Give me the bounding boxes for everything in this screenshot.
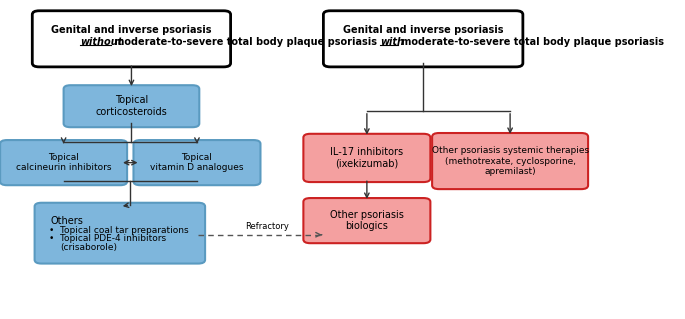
FancyBboxPatch shape [32, 11, 231, 67]
Text: Topical
vitamin D analogues: Topical vitamin D analogues [150, 153, 244, 172]
Text: Refractory: Refractory [245, 222, 289, 231]
FancyBboxPatch shape [0, 140, 127, 185]
Text: with: with [380, 37, 404, 47]
Text: moderate-to-severe total body plaque psoriasis: moderate-to-severe total body plaque pso… [398, 37, 664, 47]
Text: Others: Others [50, 216, 83, 226]
Text: Genital and inverse psoriasis: Genital and inverse psoriasis [51, 26, 212, 35]
FancyBboxPatch shape [35, 203, 205, 263]
Text: Topical
corticosteroids: Topical corticosteroids [96, 95, 167, 117]
FancyBboxPatch shape [323, 11, 523, 67]
Text: •  Topical PDE-4 inhibitors: • Topical PDE-4 inhibitors [49, 234, 166, 243]
Text: without: without [80, 37, 123, 47]
Text: Genital and inverse psoriasis: Genital and inverse psoriasis [343, 26, 503, 35]
Text: Other psoriasis systemic therapies
(methotrexate, cyclosporine,
apremilast): Other psoriasis systemic therapies (meth… [432, 146, 588, 176]
FancyBboxPatch shape [64, 85, 199, 127]
FancyBboxPatch shape [134, 140, 260, 185]
Text: moderate-to-severe total body plaque psoriasis: moderate-to-severe total body plaque pso… [111, 37, 377, 47]
FancyBboxPatch shape [303, 198, 430, 243]
FancyBboxPatch shape [303, 134, 430, 182]
FancyBboxPatch shape [432, 133, 588, 189]
Text: Other psoriasis
biologics: Other psoriasis biologics [330, 210, 404, 231]
Text: (crisaborole): (crisaborole) [60, 243, 117, 252]
Text: Topical
calcineurin inhibitors: Topical calcineurin inhibitors [16, 153, 112, 172]
Text: IL-17 inhibitors
(ixekizumab): IL-17 inhibitors (ixekizumab) [330, 147, 403, 169]
Text: •  Topical coal tar preparations: • Topical coal tar preparations [49, 226, 188, 234]
